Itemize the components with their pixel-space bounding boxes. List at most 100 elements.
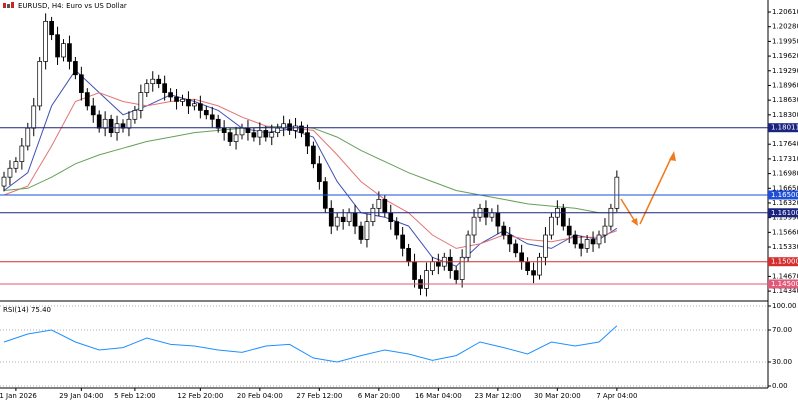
candle-body: [602, 225, 608, 236]
level-label: 1.18011: [771, 124, 798, 132]
x-tick-label: 20 Feb 04:00: [237, 392, 283, 400]
candle-body: [150, 78, 156, 85]
candle-body: [614, 176, 620, 209]
icon-bar: [11, 2, 14, 8]
y-tick-label: 1.18960: [772, 81, 798, 89]
candle-body: [346, 212, 352, 223]
candle-body: [73, 61, 78, 76]
candle-body: [203, 110, 209, 116]
candle-body: [25, 127, 31, 147]
x-tick-label: 16 Mar 04:00: [415, 392, 462, 400]
candle-body: [132, 110, 138, 120]
candle-body: [459, 256, 465, 280]
level-label: 1.16100: [771, 209, 798, 217]
candle-body: [198, 103, 203, 111]
arrow-head: [669, 151, 676, 161]
candle-body: [305, 132, 310, 147]
candle-body: [239, 127, 245, 136]
candle-body: [531, 270, 536, 276]
level-label-box: [768, 279, 798, 289]
y-tick-label: 1.18300: [772, 111, 798, 119]
y-tick-label: 0.00: [772, 382, 788, 390]
candle-body: [108, 118, 114, 133]
y-tick-label: 1.19950: [772, 37, 798, 45]
candle-body: [608, 207, 614, 227]
candle-body: [590, 239, 596, 245]
candle-body: [376, 199, 382, 209]
candle-body: [311, 145, 316, 165]
candle-body: [162, 83, 167, 93]
candle-body: [513, 243, 519, 254]
candle-body: [501, 225, 507, 236]
candle-body: [596, 234, 602, 245]
candle-body: [215, 118, 221, 129]
candle-body: [382, 199, 388, 214]
candle-body: [67, 43, 72, 62]
y-tick-label: 1.19290: [772, 67, 798, 75]
x-tick-label: 23 Mar 12:00: [474, 392, 521, 400]
x-tick-label: 12 Feb 20:00: [177, 392, 223, 400]
x-tick-label: 29 Jan 04:00: [59, 392, 103, 400]
y-tick-label: 1.20280: [772, 23, 798, 31]
symbol-icon: [3, 2, 14, 8]
candle-body: [192, 103, 197, 107]
candle-body: [364, 221, 370, 240]
x-tick-label: 7 Apr 04:00: [596, 392, 637, 400]
candle-body: [370, 207, 376, 223]
y-tick-label: 1.19620: [772, 52, 798, 60]
level-label-box: [768, 257, 798, 267]
candle-body: [7, 167, 13, 178]
level-label: 1.15000: [771, 258, 798, 266]
x-tick-label: 6 Mar 20:00: [358, 392, 400, 400]
candle-body: [269, 132, 275, 138]
candle-body: [90, 105, 96, 116]
candle-body: [31, 105, 37, 129]
candle-body: [96, 114, 102, 129]
y-tick-label: 1.16650: [772, 184, 798, 192]
y-tick-label: 1.16980: [772, 170, 798, 178]
candle-body: [394, 221, 400, 236]
icon-bar: [7, 4, 10, 8]
y-tick-label: 1.17310: [772, 155, 798, 163]
candle-body: [447, 256, 453, 271]
candle-body: [84, 92, 90, 107]
candle-body: [465, 234, 471, 258]
indicator-line: [3, 325, 618, 363]
candle-body: [566, 225, 572, 236]
candle-body: [489, 212, 495, 218]
candle-body: [549, 216, 554, 236]
candle-body: [168, 92, 173, 98]
y-tick-label: 1.17640: [772, 140, 798, 148]
indicator-line: [3, 69, 618, 267]
candle-body: [412, 261, 417, 280]
candle-body: [519, 252, 525, 263]
candle-body: [507, 234, 513, 245]
candle-body: [537, 256, 542, 276]
candle-body: [352, 212, 358, 227]
candle-body: [275, 127, 281, 133]
candle-body: [174, 96, 179, 102]
x-tick-label: 21 Jan 2026: [0, 392, 37, 400]
candle-body: [543, 234, 548, 258]
y-tick-label: 1.15990: [772, 214, 798, 222]
y-tick-label: 1.15660: [772, 228, 798, 236]
candle-body: [209, 114, 215, 120]
y-tick-label: 1.15330: [772, 243, 798, 251]
candle-body: [430, 261, 435, 271]
candle-body: [55, 34, 60, 58]
candle-body: [180, 98, 185, 102]
candle-body: [49, 21, 54, 36]
candle-body: [37, 61, 43, 107]
candle-body: [328, 207, 334, 227]
candle-body: [453, 270, 459, 280]
icon-bar: [3, 3, 6, 8]
candle-body: [144, 83, 150, 93]
level-label: 1.14500: [771, 280, 798, 288]
candle-body: [186, 98, 191, 107]
level-label-box: [768, 190, 798, 200]
arrow-down: [620, 198, 637, 224]
candle-body: [156, 78, 162, 85]
candle-body: [1, 176, 7, 187]
candle-body: [436, 261, 441, 267]
